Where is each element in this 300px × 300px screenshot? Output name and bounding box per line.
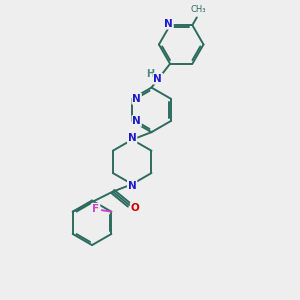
Text: N: N bbox=[153, 74, 162, 84]
Text: N: N bbox=[132, 94, 141, 104]
Text: CH₃: CH₃ bbox=[190, 5, 206, 14]
Text: N: N bbox=[164, 19, 173, 29]
Text: O: O bbox=[131, 203, 140, 213]
Text: N: N bbox=[132, 116, 141, 126]
Text: F: F bbox=[92, 204, 100, 214]
Text: H: H bbox=[146, 69, 154, 79]
Text: N: N bbox=[128, 133, 136, 143]
Text: N: N bbox=[128, 181, 136, 191]
